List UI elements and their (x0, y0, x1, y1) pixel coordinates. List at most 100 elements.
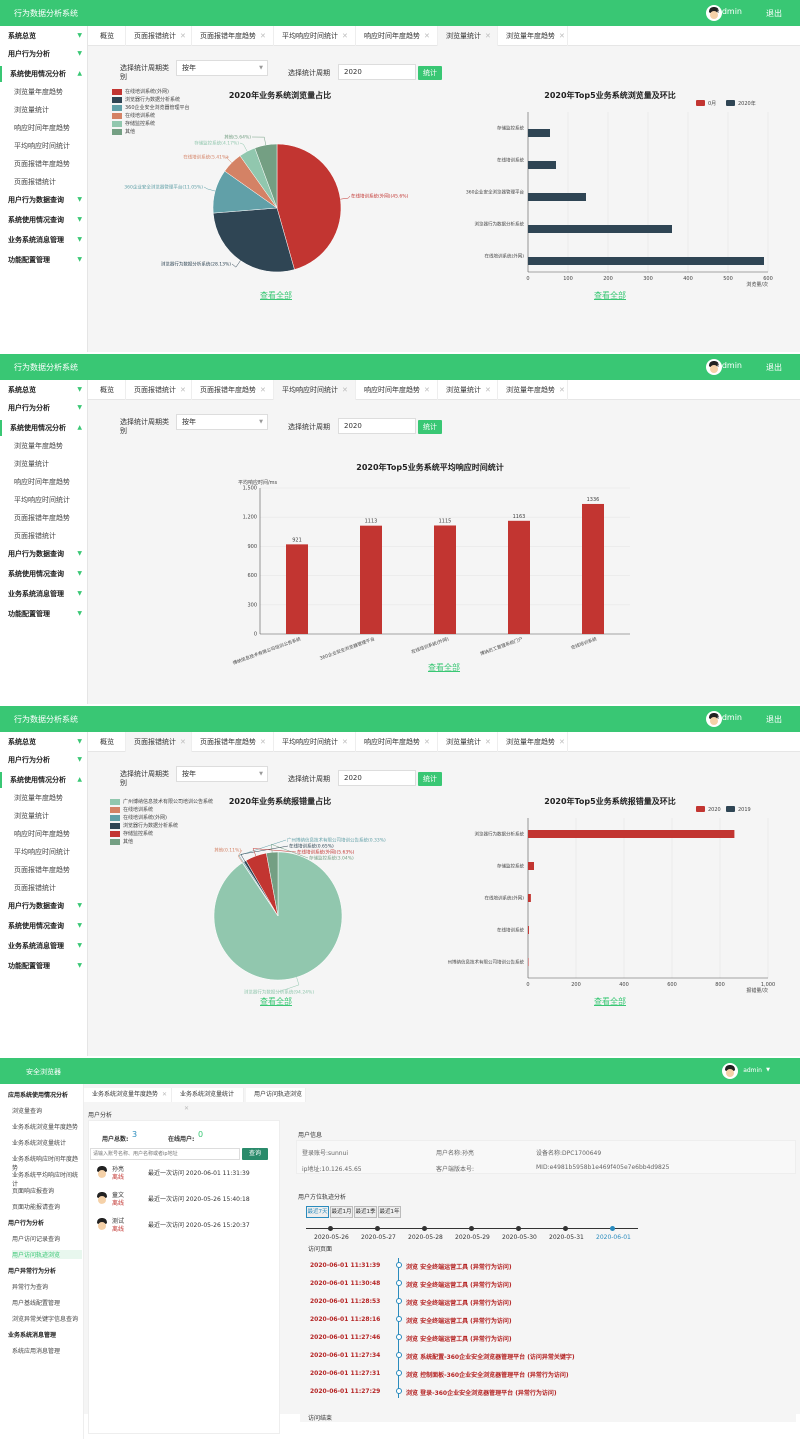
range-button[interactable]: 最近1年 (378, 1206, 401, 1218)
sidebar-sub-pv-stats[interactable]: 浏览量统计 (14, 106, 49, 114)
legend-item[interactable]: 其他 (110, 838, 213, 846)
user-search-input[interactable] (90, 1148, 240, 1160)
close-icon[interactable]: ✕ (424, 386, 430, 394)
legend-item[interactable]: 存储监控系统 (110, 830, 213, 838)
visit-row[interactable]: 2020-06-01 11:27:34 浏览 系统配置-360企业安全浏览器管理平… (310, 1352, 800, 1370)
legend-item[interactable]: 360企业安全浏览器管理平台 (112, 104, 190, 112)
date-node[interactable] (422, 1226, 427, 1231)
date-node[interactable] (328, 1226, 333, 1231)
tab-pv-trend[interactable]: 浏览量年度趋势 ✕ (498, 380, 568, 400)
sidebar-item-usage-query[interactable]: 系统使用情况查询 ▼ (0, 566, 88, 582)
tab-rt-trend[interactable]: 响应时间年度趋势 ✕ (356, 732, 438, 752)
visit-row[interactable]: 2020-06-01 11:28:53 浏览 安全终端运营工具 (异常行为访问) (310, 1298, 800, 1316)
sidebar-group[interactable]: 用户异常行为分析 (8, 1268, 57, 1275)
user-name[interactable]: admin (716, 361, 742, 370)
sidebar-item-user-behavior[interactable]: 用户行为分析 ▼ (0, 400, 88, 416)
period-input[interactable]: 2020 (338, 64, 416, 80)
date-node[interactable] (563, 1226, 568, 1231)
legend-item[interactable]: 广州博纳信息技术有限公司培训公告系统 (110, 798, 213, 806)
sidebar-group[interactable]: 应用系统使用情况分析 (8, 1092, 69, 1099)
date-node[interactable] (516, 1226, 521, 1231)
close-icon[interactable]: ✕ (180, 32, 186, 40)
close-icon[interactable]: ✕ (260, 738, 266, 746)
date-node[interactable] (610, 1226, 615, 1231)
range-button[interactable]: 最近7天 (306, 1206, 329, 1218)
close-icon[interactable]: ✕ (260, 32, 266, 40)
sidebar-item-overview[interactable]: 系统总览 ▼ (0, 734, 88, 750)
sidebar-item[interactable]: 业务系统浏览量统计 (12, 1140, 67, 1147)
sidebar-sub-pv-stats[interactable]: 浏览量统计 (14, 460, 49, 468)
close-icon[interactable]: ✕ (184, 1105, 190, 1112)
sidebar-item-usage-query[interactable]: 系统使用情况查询 ▼ (0, 212, 88, 228)
close-icon[interactable]: ✕ (559, 738, 565, 746)
visit-row[interactable]: 2020-06-01 11:27:46 浏览 安全终端运营工具 (异常行为访问) (310, 1334, 800, 1352)
sidebar-group[interactable]: 用户行为分析 (8, 1220, 45, 1227)
close-icon[interactable]: ✕ (485, 386, 491, 394)
tab-overview[interactable]: 概览 (92, 380, 126, 400)
sidebar-sub-rt-trend[interactable]: 响应时间年度趋势 (14, 478, 70, 486)
tab-rt-stats[interactable]: 平均响应时间统计 ✕ (274, 26, 356, 46)
logout-link[interactable]: 退出 (766, 363, 782, 372)
sidebar-item-system-usage[interactable]: 系统使用情况分析 ▲ (0, 66, 88, 82)
sidebar-item-usage-query[interactable]: 系统使用情况查询 ▼ (0, 918, 88, 934)
sidebar-item-system-usage[interactable]: 系统使用情况分析 ▲ (0, 772, 88, 788)
sidebar-item-overview[interactable]: 系统总览 ▼ (0, 28, 88, 44)
tab-pv-stats[interactable]: 业务系统浏览量统计 ✕ (172, 1088, 244, 1112)
tab-user-track[interactable]: 用户访问轨迹浏览 (246, 1088, 306, 1102)
legend-item[interactable]: 其他 (112, 128, 190, 136)
sidebar-sub-err-trend[interactable]: 页面报错年度趋势 (14, 866, 70, 874)
date-node[interactable] (375, 1226, 380, 1231)
close-icon[interactable]: ✕ (342, 386, 348, 394)
logout-link[interactable]: 退出 (766, 715, 782, 724)
tab-error-stats[interactable]: 页面报错统计 ✕ (126, 732, 192, 752)
legend-item[interactable]: 在线培训系统 (112, 112, 190, 120)
sidebar-item[interactable]: 业务系统平均响应时间统计 (12, 1172, 79, 1188)
sidebar-item-behavior-query[interactable]: 用户行为数据查询 ▼ (0, 192, 88, 208)
sidebar-item-config[interactable]: 功能配置管理 ▼ (0, 606, 88, 622)
user-avatar[interactable] (706, 711, 722, 727)
close-icon[interactable]: ✕ (485, 738, 491, 746)
sidebar-item-overview[interactable]: 系统总览 ▼ (0, 382, 88, 398)
period-type-select[interactable]: 按年 ▼ (176, 766, 268, 782)
period-input[interactable]: 2020 (338, 770, 416, 786)
legend-item[interactable]: 浏览器行为数据分析系统 (112, 96, 190, 104)
chevron-down-icon[interactable]: ▼ (766, 1067, 770, 1073)
sidebar-item[interactable]: 异常行为查询 (12, 1284, 49, 1291)
close-icon[interactable]: ✕ (162, 1091, 168, 1098)
sidebar-item-user-behavior[interactable]: 用户行为分析 ▼ (0, 752, 88, 768)
tab-pv-stats[interactable]: 浏览量统计 ✕ (438, 732, 498, 752)
sidebar-sub-rt-trend[interactable]: 响应时间年度趋势 (14, 830, 70, 838)
tab-pv-stats[interactable]: 浏览量统计 ✕ (438, 26, 498, 46)
user-name[interactable]: 童文 (112, 1192, 125, 1199)
close-icon[interactable]: ✕ (342, 32, 348, 40)
sidebar-item[interactable]: 浏览异常关键字信息查询 (12, 1316, 79, 1323)
sidebar-group[interactable]: 业务系统消息管理 (8, 1332, 57, 1339)
legend-item[interactable]: 存储监控系统 (112, 120, 190, 128)
sidebar-item[interactable]: 用户访问轨迹浏览 (12, 1250, 82, 1259)
sidebar-item-config[interactable]: 功能配置管理 ▼ (0, 252, 88, 268)
sidebar-sub-rt-stats[interactable]: 平均响应时间统计 (14, 848, 70, 856)
tab-rt-stats[interactable]: 平均响应时间统计 ✕ (274, 380, 356, 400)
user-avatar[interactable] (722, 1063, 738, 1079)
sidebar-item-behavior-query[interactable]: 用户行为数据查询 ▼ (0, 898, 88, 914)
tab-pv-stats[interactable]: 浏览量统计 ✕ (438, 380, 498, 400)
sidebar-item-config[interactable]: 功能配置管理 ▼ (0, 958, 88, 974)
user-name[interactable]: 测试 (112, 1218, 125, 1225)
visit-row[interactable]: 2020-06-01 11:30:48 浏览 安全终端运营工具 (异常行为访问) (310, 1280, 800, 1298)
range-button[interactable]: 最近1月 (330, 1206, 353, 1218)
sidebar-sub-pv-trend[interactable]: 浏览量年度趋势 (14, 88, 63, 96)
sidebar-sub-err-stats[interactable]: 页面报错统计 (14, 532, 56, 540)
visit-row[interactable]: 2020-06-01 11:27:29 浏览 登录-360企业安全浏览器管理平台 … (310, 1388, 800, 1406)
tab-overview[interactable]: 概览 (92, 26, 126, 46)
user-name[interactable]: admin (716, 713, 742, 722)
sidebar-item[interactable]: 业务系统浏览量年度趋势 (12, 1124, 79, 1131)
view-all-link[interactable]: 查看全部 (594, 997, 626, 1006)
visit-row[interactable]: 2020-06-01 11:31:39 浏览 安全终端运营工具 (异常行为访问) (310, 1262, 800, 1280)
search-button[interactable]: 查询 (242, 1148, 268, 1160)
legend-item[interactable]: 在线培训系统 (110, 806, 213, 814)
sidebar-item[interactable]: 业务系统响应时间年度趋势 (12, 1156, 79, 1172)
sidebar-sub-err-stats[interactable]: 页面报错统计 (14, 178, 56, 186)
sidebar-item[interactable]: 用户访问记录查询 (12, 1236, 61, 1243)
logout-link[interactable]: 退出 (766, 9, 782, 18)
sidebar-sub-err-stats[interactable]: 页面报错统计 (14, 884, 56, 892)
